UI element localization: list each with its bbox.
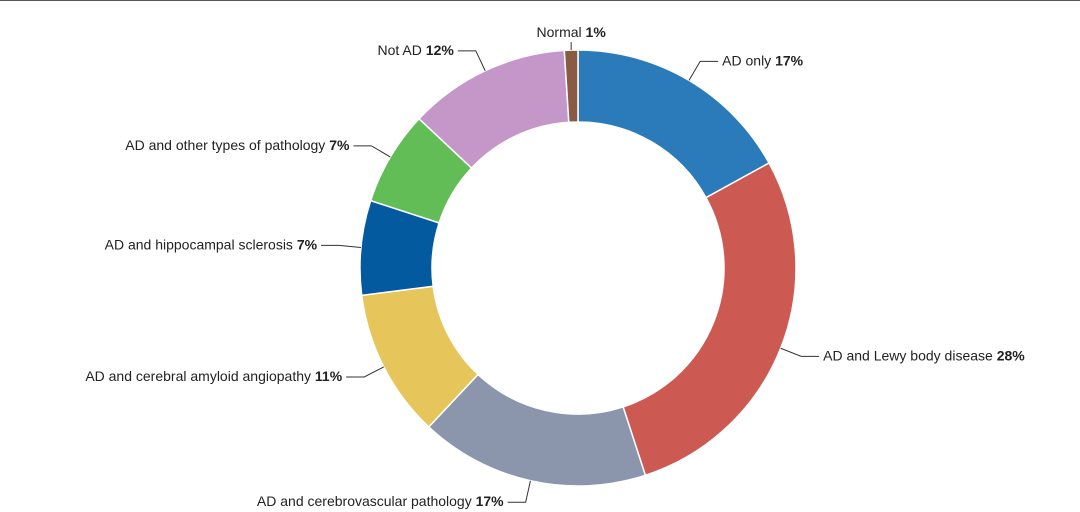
slice-value: 7% <box>329 137 350 153</box>
slice-value: 11% <box>315 368 343 384</box>
slice-value: 12% <box>426 42 455 58</box>
slice-name: AD and cerebral amyloid angiopathy <box>85 368 311 384</box>
leader-line <box>688 60 719 81</box>
slice-label: AD and cerebrovascular pathology 17% <box>257 493 504 509</box>
slice-name: Normal <box>537 24 582 40</box>
slice-name: AD and other types of pathology <box>125 137 325 153</box>
slice-name: AD and Lewy body disease <box>823 347 993 363</box>
slice-label: AD and cerebral amyloid angiopathy 11% <box>85 368 342 384</box>
slice-name: Not AD <box>378 42 422 58</box>
slice-value: 28% <box>997 347 1026 363</box>
slice-name: AD and hippocampal sclerosis <box>105 236 293 252</box>
slice-value: 17% <box>775 52 804 68</box>
slice-label: AD and other types of pathology 7% <box>125 137 350 153</box>
slice-value: 1% <box>586 24 607 40</box>
donut-slice <box>577 49 771 199</box>
slice-label: AD and Lewy body disease 28% <box>823 347 1025 363</box>
leader-line <box>507 480 531 503</box>
donut-slice <box>563 49 579 124</box>
slice-label: AD and hippocampal sclerosis 7% <box>105 236 318 252</box>
donut-slice <box>622 161 797 477</box>
slice-value: 7% <box>297 236 318 252</box>
slice-label: Normal 1% <box>537 24 607 40</box>
slice-label: AD only 17% <box>722 52 803 68</box>
leader-line <box>321 244 362 248</box>
slice-label: Not AD 12% <box>378 42 455 58</box>
slice-name: AD only <box>722 52 771 68</box>
slice-name: AD and cerebrovascular pathology <box>257 493 472 509</box>
leader-line <box>353 145 391 158</box>
slice-value: 17% <box>476 493 505 509</box>
leader-line <box>457 50 486 71</box>
leader-line <box>780 347 820 357</box>
leader-line <box>346 366 384 378</box>
